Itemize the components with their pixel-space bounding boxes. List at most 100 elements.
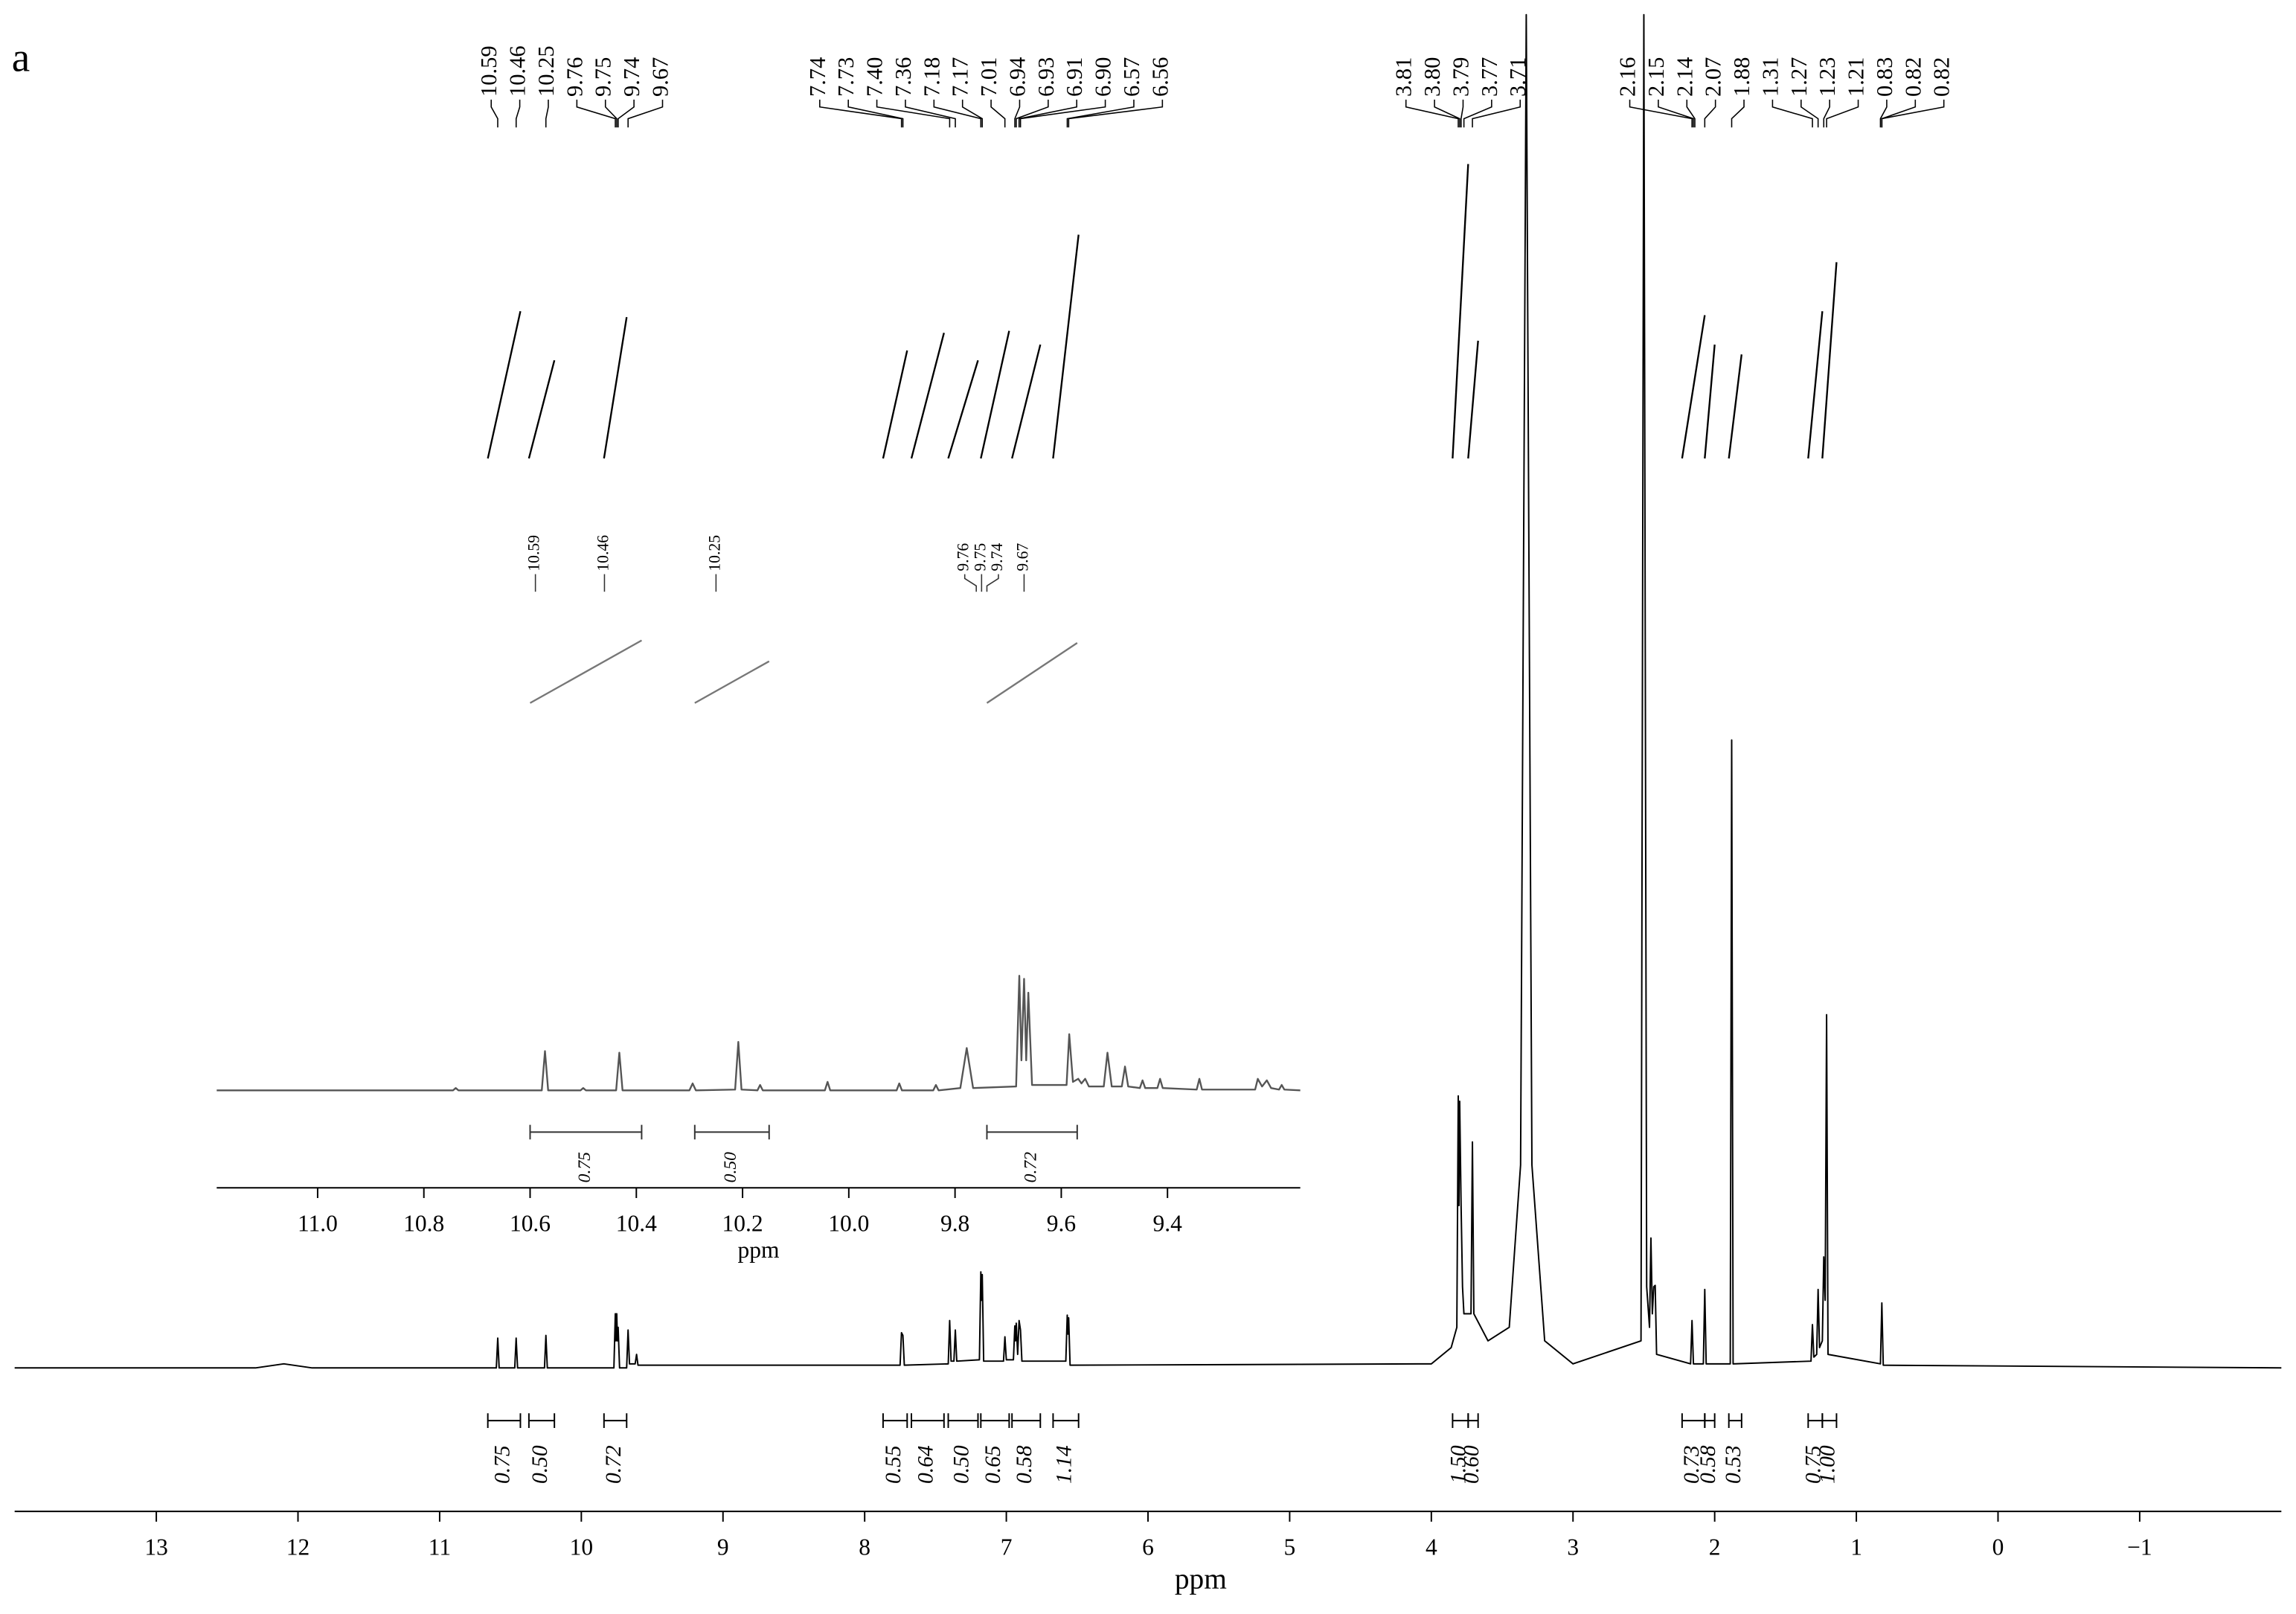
- peak-label: 10.25: [705, 535, 723, 571]
- integral-curve: [1821, 262, 1838, 459]
- peak-label: 1.88: [1729, 57, 1754, 97]
- peak-label: 9.74: [988, 543, 1006, 571]
- peak-connector: [1405, 99, 1459, 128]
- peak-label: 6.94: [1004, 57, 1030, 97]
- peak-label: 9.75: [971, 543, 989, 571]
- peak-connector: [847, 99, 904, 128]
- peak-connector: [490, 99, 498, 128]
- integral-label: 0.60: [1460, 1445, 1484, 1484]
- x-tick-label: −1: [2127, 1534, 2152, 1560]
- integral-bracket: [882, 1413, 908, 1428]
- integral-label: 0.64: [914, 1445, 938, 1484]
- x-tick-label: 6: [1142, 1534, 1154, 1560]
- peak-label: 1.31: [1757, 57, 1783, 97]
- integral-curve: [1704, 345, 1716, 459]
- peak-label: 1.27: [1786, 57, 1812, 97]
- integral-curve: [1011, 344, 1042, 459]
- integral-label: 0.75: [1802, 1445, 1826, 1484]
- x-axis-label: ppm: [738, 1237, 780, 1263]
- x-tick-label: 0: [1992, 1534, 2004, 1560]
- integral-bracket: [487, 1413, 522, 1428]
- peak-label: 6.91: [1062, 57, 1087, 97]
- peak-label: 1.21: [1844, 57, 1869, 97]
- integral-curve: [487, 311, 522, 459]
- integral-bracket: [1704, 1413, 1716, 1428]
- peak-label: 9.75: [591, 57, 616, 97]
- integral-bracket: [693, 1124, 770, 1140]
- peak-connector: [1686, 99, 1696, 128]
- peak-connector: [1823, 99, 1830, 128]
- x-tick-label: 13: [144, 1534, 167, 1560]
- integral-bracket: [980, 1413, 1010, 1428]
- integral-bracket: [1467, 1413, 1479, 1428]
- peak-label: 7.18: [919, 57, 944, 97]
- peak-connector: [1460, 99, 1464, 128]
- integral-curve: [603, 317, 628, 459]
- peak-connector: [1800, 99, 1819, 128]
- peak-connector: [618, 99, 635, 128]
- x-tick-label: 12: [286, 1534, 310, 1560]
- x-tick-label: 11: [429, 1534, 451, 1560]
- integral-curve: [527, 359, 556, 459]
- integral-bracket: [527, 1413, 556, 1428]
- x-tick-label: 5: [1284, 1534, 1296, 1560]
- integral-curve: [694, 660, 770, 704]
- integral-bracket: [1011, 1413, 1042, 1428]
- x-tick-label: 9.4: [1153, 1211, 1183, 1237]
- peak-connector: [1879, 99, 1888, 128]
- peak-connector: [576, 99, 616, 128]
- integral-label: 0.50: [949, 1445, 973, 1484]
- peak-connector: [1019, 99, 1106, 128]
- peak-connector: [1629, 99, 1693, 128]
- peak-label: 7.17: [948, 57, 973, 97]
- integral-label: 1.50: [1447, 1445, 1471, 1484]
- peak-label: 3.80: [1420, 57, 1445, 97]
- peak-connector: [1068, 99, 1164, 128]
- peak-label: 9.67: [1013, 543, 1031, 571]
- x-tick-label: 9.6: [1047, 1211, 1076, 1237]
- x-tick-label: 7: [1001, 1534, 1013, 1560]
- peak-label: 2.07: [1701, 57, 1726, 97]
- integral-label: 0.73: [1680, 1445, 1704, 1484]
- x-tick-label: 9: [717, 1534, 729, 1560]
- peak-label: 1.23: [1815, 57, 1840, 97]
- x-tick-label: 10.0: [828, 1211, 869, 1237]
- peak-label: 6.90: [1091, 57, 1116, 97]
- peak-label: 2.15: [1644, 57, 1669, 97]
- peak-label: 10.59: [525, 535, 543, 571]
- peak-label: 2.14: [1672, 57, 1697, 97]
- peak-connector: [1826, 99, 1859, 128]
- x-axis-label: ppm: [1175, 1563, 1227, 1595]
- peak-connector: [1016, 99, 1049, 128]
- peak-connector: [1014, 99, 1021, 128]
- spectrum-line: [217, 975, 1301, 1092]
- peak-label: 7.73: [833, 57, 859, 97]
- integral-label: 0.65: [981, 1445, 1005, 1484]
- peak-connector: [963, 574, 977, 592]
- peak-label: 10.59: [476, 45, 501, 97]
- peak-label: 6.57: [1119, 57, 1144, 97]
- peak-label: 0.83: [1872, 57, 1897, 97]
- integral-label: 0.72: [602, 1445, 626, 1484]
- peak-label: 3.79: [1448, 57, 1473, 97]
- peak-connector: [627, 99, 664, 128]
- integral-curve: [910, 333, 945, 459]
- peak-label: 9.76: [562, 57, 587, 97]
- peak-connector: [1018, 99, 1078, 128]
- peak-connector: [515, 99, 521, 128]
- integral-curve: [1728, 354, 1743, 459]
- peak-label: 9.74: [619, 57, 644, 97]
- peak-label: 9.76: [955, 543, 972, 571]
- peak-connector: [961, 99, 984, 128]
- integral-curve: [1681, 315, 1706, 459]
- x-tick-label: 10: [570, 1534, 593, 1560]
- integral-bracket: [1728, 1413, 1742, 1428]
- integral-bracket: [986, 1124, 1078, 1140]
- x-tick-label: 3: [1567, 1534, 1579, 1560]
- x-tick-label: 10.4: [616, 1211, 657, 1237]
- integral-bracket: [1052, 1413, 1080, 1428]
- x-tick-label: 11.0: [298, 1211, 338, 1237]
- integral-bracket: [947, 1413, 979, 1428]
- peak-label: 6.93: [1033, 57, 1059, 97]
